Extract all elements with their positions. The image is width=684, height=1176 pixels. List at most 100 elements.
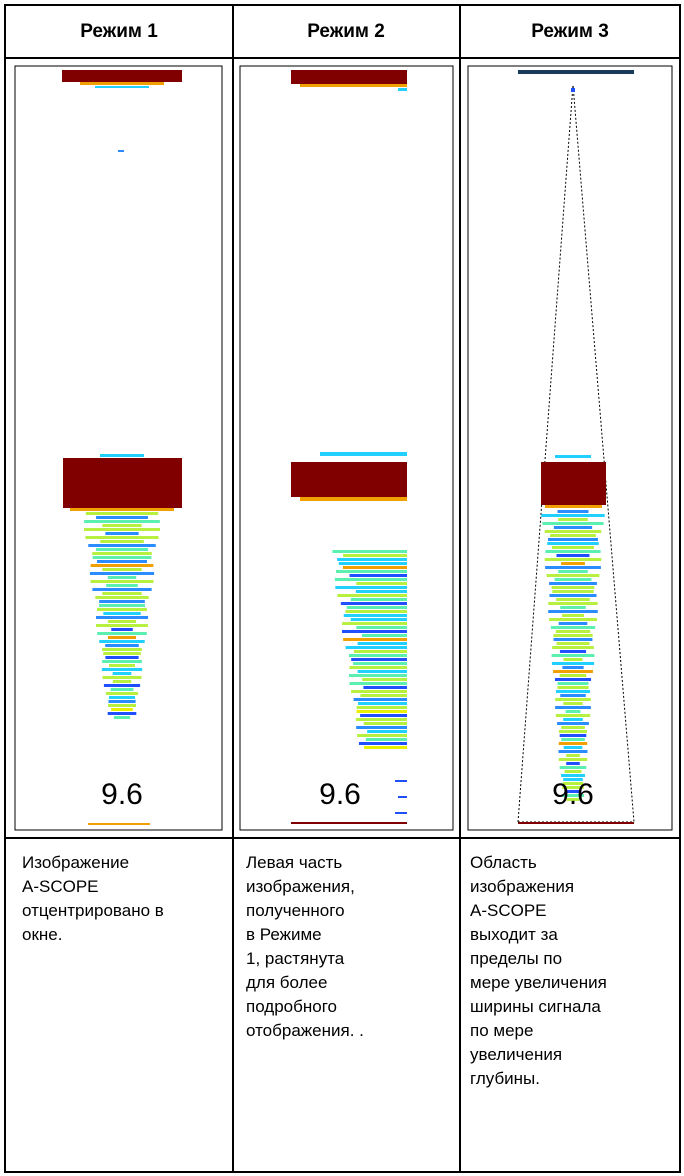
- echo: [345, 646, 407, 649]
- echo: [99, 604, 145, 607]
- echo: [555, 630, 591, 633]
- image-frame: [467, 65, 673, 831]
- echo: [542, 522, 604, 525]
- echo: [338, 562, 407, 565]
- echo: [340, 602, 407, 605]
- description-line: по мере: [470, 1021, 533, 1040]
- echo: [367, 730, 407, 733]
- description-line: глубины.: [470, 1069, 540, 1088]
- table-border: [4, 4, 681, 1173]
- echo: [564, 770, 582, 773]
- echo: [541, 462, 606, 505]
- echo: [95, 86, 149, 88]
- depth-label: 9.6: [552, 778, 594, 811]
- echo: [553, 526, 593, 529]
- echo: [335, 570, 407, 573]
- echo: [544, 530, 602, 533]
- echo: [355, 718, 407, 721]
- echo: [545, 550, 601, 553]
- description-line: для более: [246, 973, 327, 992]
- echo: [107, 704, 137, 707]
- description-line: мере увеличения: [470, 973, 607, 992]
- echo: [89, 572, 155, 575]
- description-line: в Режиме: [246, 925, 322, 944]
- echo: [96, 516, 148, 519]
- echo: [562, 786, 584, 789]
- echo: [556, 642, 590, 645]
- echo: [547, 542, 599, 545]
- echo: [558, 518, 588, 521]
- echo: [349, 682, 407, 685]
- depth-label: 9.6: [319, 778, 361, 811]
- echo: [102, 676, 142, 679]
- echo: [563, 746, 583, 749]
- echo: [395, 780, 407, 782]
- echo: [291, 70, 407, 84]
- echo: [96, 624, 148, 627]
- echo: [351, 658, 407, 661]
- image-frame: [14, 65, 223, 831]
- echo: [95, 548, 149, 551]
- echo: [551, 654, 595, 657]
- description-line: изображения: [470, 877, 574, 896]
- echo: [554, 578, 592, 581]
- echo: [518, 822, 634, 824]
- echo: [84, 520, 160, 523]
- echo: [349, 666, 407, 669]
- echo: [90, 564, 154, 567]
- echo: [558, 622, 588, 625]
- echo: [557, 686, 589, 689]
- echo: [358, 742, 407, 745]
- description-line: Изображение: [22, 853, 129, 872]
- echo: [97, 608, 147, 611]
- echo: [552, 590, 594, 593]
- echo: [550, 626, 596, 629]
- echo: [95, 596, 149, 599]
- echo: [355, 590, 407, 593]
- echo: [85, 512, 159, 515]
- echo: [566, 762, 580, 765]
- echo: [109, 664, 135, 667]
- echo: [350, 618, 407, 621]
- echo: [356, 626, 407, 629]
- echo: [571, 88, 575, 92]
- echo: [558, 750, 588, 753]
- echo: [103, 684, 141, 687]
- echo: [562, 782, 584, 785]
- column-header: Режим 3: [531, 21, 609, 42]
- echo: [353, 650, 407, 653]
- echo: [551, 662, 595, 665]
- column-header: Режим 1: [80, 21, 158, 42]
- echo: [561, 562, 585, 565]
- echo: [92, 552, 152, 555]
- echo: [362, 678, 407, 681]
- echo: [559, 674, 587, 677]
- echo: [561, 738, 585, 741]
- echo: [553, 634, 593, 637]
- echo: [108, 696, 136, 699]
- echo: [546, 574, 600, 577]
- echo: [85, 536, 159, 539]
- echo: [565, 710, 581, 713]
- echo: [559, 766, 587, 769]
- echo: [113, 716, 131, 719]
- echo: [348, 654, 407, 657]
- echo: [556, 598, 590, 601]
- echo: [99, 600, 145, 603]
- a-scope-3: [517, 70, 635, 824]
- echo: [558, 742, 588, 745]
- echo: [102, 524, 142, 527]
- a-scope-1: [62, 70, 182, 825]
- echo: [554, 678, 592, 681]
- echo: [561, 774, 585, 777]
- echo: [561, 726, 585, 729]
- echo: [555, 714, 591, 717]
- echo: [364, 746, 407, 749]
- echo: [342, 622, 407, 625]
- echo: [356, 706, 407, 709]
- echo: [107, 712, 137, 715]
- echo: [541, 514, 605, 517]
- echo: [356, 726, 407, 729]
- echo: [549, 618, 597, 621]
- echo: [560, 606, 586, 609]
